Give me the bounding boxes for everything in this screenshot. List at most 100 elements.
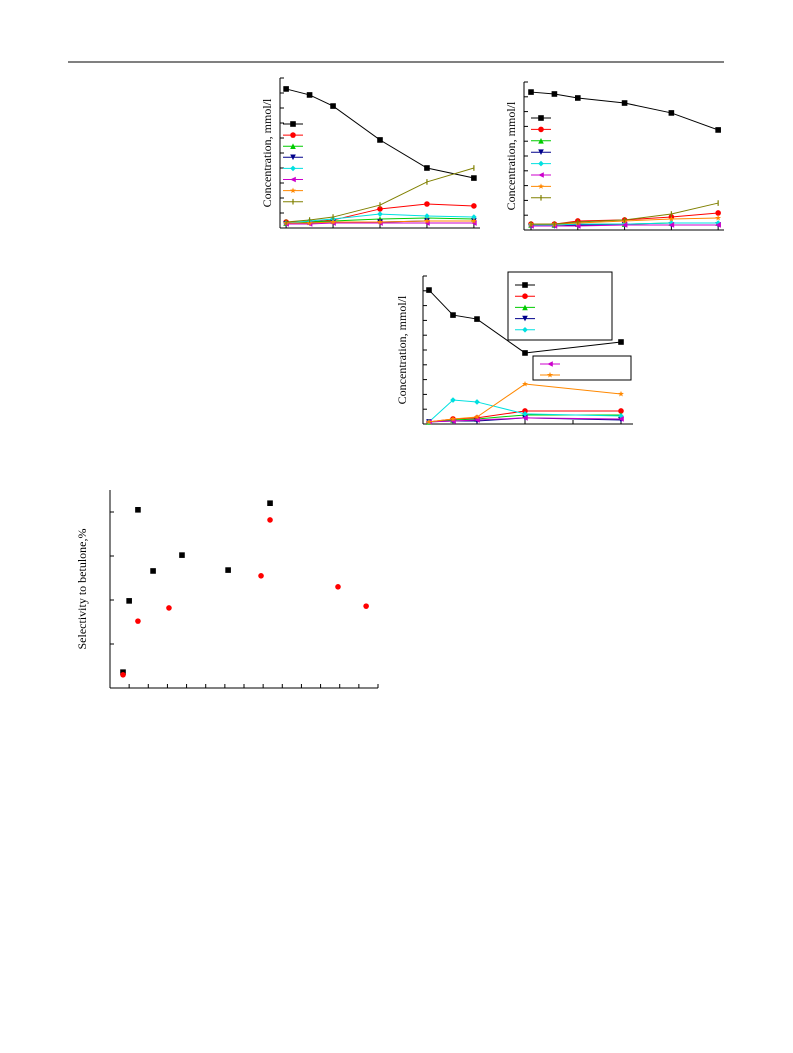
y-axis-label: Concentration, mmol/l [395,295,409,404]
marker [424,220,430,226]
series-line [286,213,474,224]
marker [424,201,430,207]
marker [135,618,141,624]
legend-box [507,271,613,341]
marker [450,418,456,424]
marker [290,132,296,138]
marker [618,390,624,397]
legend-box [532,355,632,381]
marker [538,183,544,189]
series-line [286,217,474,224]
y-axis-label: Concentration, mmol/l [260,98,274,207]
marker [424,213,430,219]
series-line [428,289,622,354]
marker [474,399,480,405]
marker [618,408,624,414]
marker [424,165,430,171]
marker [538,126,544,133]
marker [522,415,528,421]
series-line [286,167,475,223]
marker [179,552,185,558]
marker [120,672,126,678]
marker [715,214,722,221]
marker [377,206,383,212]
marker [547,361,553,367]
marker [522,411,528,417]
marker [668,222,675,228]
marker [715,127,721,133]
marker [538,138,544,144]
marker [538,149,544,155]
marker [290,165,296,172]
marker [522,327,528,333]
marker [618,339,624,345]
series-line [531,224,719,227]
marker [290,121,296,127]
marker [474,413,480,420]
marker [426,418,432,425]
marker [522,408,528,414]
marker [258,573,264,579]
marker [522,350,528,356]
marker [668,110,675,116]
marker [522,282,528,288]
marker [621,100,628,106]
marker [621,222,628,228]
marker [126,598,132,604]
y-axis-label: Concentration, mmol/l [504,101,518,210]
marker [471,214,477,220]
marker [471,203,477,209]
marker [668,215,675,222]
series-line [531,202,719,225]
marker [166,605,172,611]
marker [150,568,156,574]
series-line [530,91,719,131]
marker [135,507,141,513]
marker [715,222,721,228]
marker [363,603,369,609]
marker [522,304,528,311]
marker [335,584,341,590]
marker [377,137,383,143]
marker [522,380,528,387]
marker [668,220,675,226]
marker [522,293,528,300]
marker [538,172,544,178]
marker [618,413,624,419]
marker [575,95,581,101]
marker [290,187,296,194]
series-line [531,222,719,226]
marker [267,517,273,523]
marker [377,211,383,217]
marker [522,315,528,322]
marker [290,176,296,183]
series-line [285,88,475,179]
marker [538,115,544,121]
marker [330,103,336,109]
marker [225,567,231,573]
marker [618,416,624,422]
marker [551,91,558,97]
marker [474,316,480,322]
series-line [286,220,474,224]
marker [306,92,313,98]
marker [290,154,296,161]
marker [330,218,336,225]
y-axis-label: Selectivity to betulone,% [75,529,89,650]
marker [471,220,477,226]
marker [283,86,289,92]
series-line [286,222,474,225]
marker [426,287,432,293]
marker [547,371,553,378]
marker [450,312,456,318]
marker [290,143,296,149]
marker [538,160,544,167]
marker [715,210,721,216]
marker [377,218,383,225]
marker [450,415,456,422]
marker [471,175,477,181]
marker [470,217,477,224]
marker [450,397,456,403]
